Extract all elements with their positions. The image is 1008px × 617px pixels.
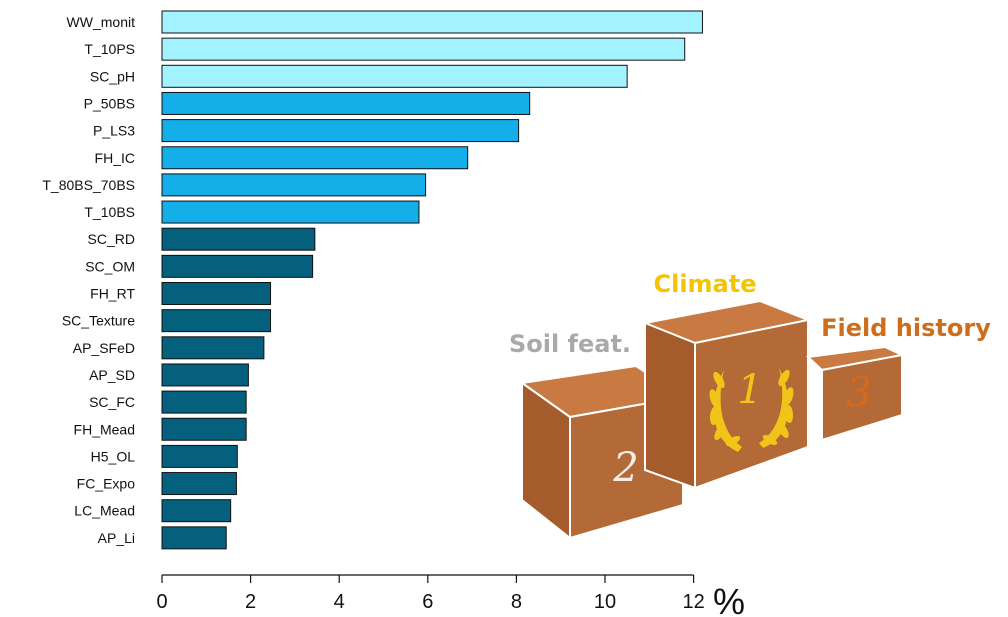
x-tick-label: 6 [422,591,433,613]
bar-WW_monit [161,10,703,34]
category-label: SC_FC [89,394,135,410]
x-axis: 0 2 4 6 8 10 12 [156,574,705,613]
x-tick-label: 0 [156,591,167,613]
category-label: P_LS3 [93,123,135,139]
category-label: P_50BS [84,95,135,111]
rank-number-second: 2 [612,445,638,491]
category-label: FH_IC [95,150,135,166]
category-label: T_80BS_70BS [42,177,135,193]
x-tick-label: 8 [511,591,522,613]
bar-T_10BS [161,200,420,224]
category-label: FC_Expo [77,476,136,492]
category-label: AP_Li [98,530,135,546]
category-labels: WW_monit T_10PS SC_pH P_50BS P_LS3 FH_IC T_80B… [42,14,135,546]
category-label: H5_OL [91,448,136,464]
category-label: SC_pH [90,68,135,84]
bar-SC_OM [161,254,314,278]
bar-SC_pH [161,64,628,88]
bar-FH_Mead [161,417,247,441]
podium-label-second: Soil feat. [509,330,631,358]
bar-T_10PS [161,37,686,61]
podium-label-first: Climate [653,270,756,298]
category-label: SC_Texture [62,313,135,329]
podium-label-third: Field history [821,314,991,342]
category-label: SC_OM [85,258,135,274]
bar-P_LS3 [161,119,520,143]
bar-FH_IC [161,146,469,170]
x-tick-label: 12 [682,591,704,613]
bar-LC_Mead [161,499,232,523]
x-tick-label: 4 [334,591,345,613]
bar-AP_Li [161,526,227,550]
rank-number-first: 1 [737,367,762,413]
category-label: FH_Mead [74,421,135,437]
category-label: AP_SFeD [73,340,135,356]
bar-SC_RD [161,227,316,251]
unit-label: % [713,581,745,617]
category-label: AP_SD [89,367,135,383]
bar-H5_OL [161,444,238,468]
rank-number-third: 3 [846,370,871,416]
laurel-icon [709,368,794,452]
category-label: T_10PS [84,41,135,57]
bars-group [161,10,703,550]
bar-FC_Expo [161,472,237,496]
category-label: T_10BS [84,204,135,220]
podium-first-block [641,299,812,490]
bar-AP_SD [161,363,249,387]
bar-T_80BS_70BS [161,173,427,197]
bar-SC_FC [161,390,247,414]
podium-illustration: 1 2 3 Climate Soil feat. Field history [509,270,991,541]
bar-AP_SFeD [161,336,265,360]
x-tick-label: 2 [245,591,256,613]
podium-third-block [805,345,906,442]
bar-SC_Texture [161,309,272,333]
category-label: WW_monit [67,14,136,30]
bar-FH_RT [161,282,272,305]
category-label: LC_Mead [74,503,135,519]
category-label: FH_RT [90,286,135,302]
category-label: SC_RD [88,231,135,247]
x-tick-label: 10 [594,591,616,613]
bar-P_50BS [161,91,531,115]
